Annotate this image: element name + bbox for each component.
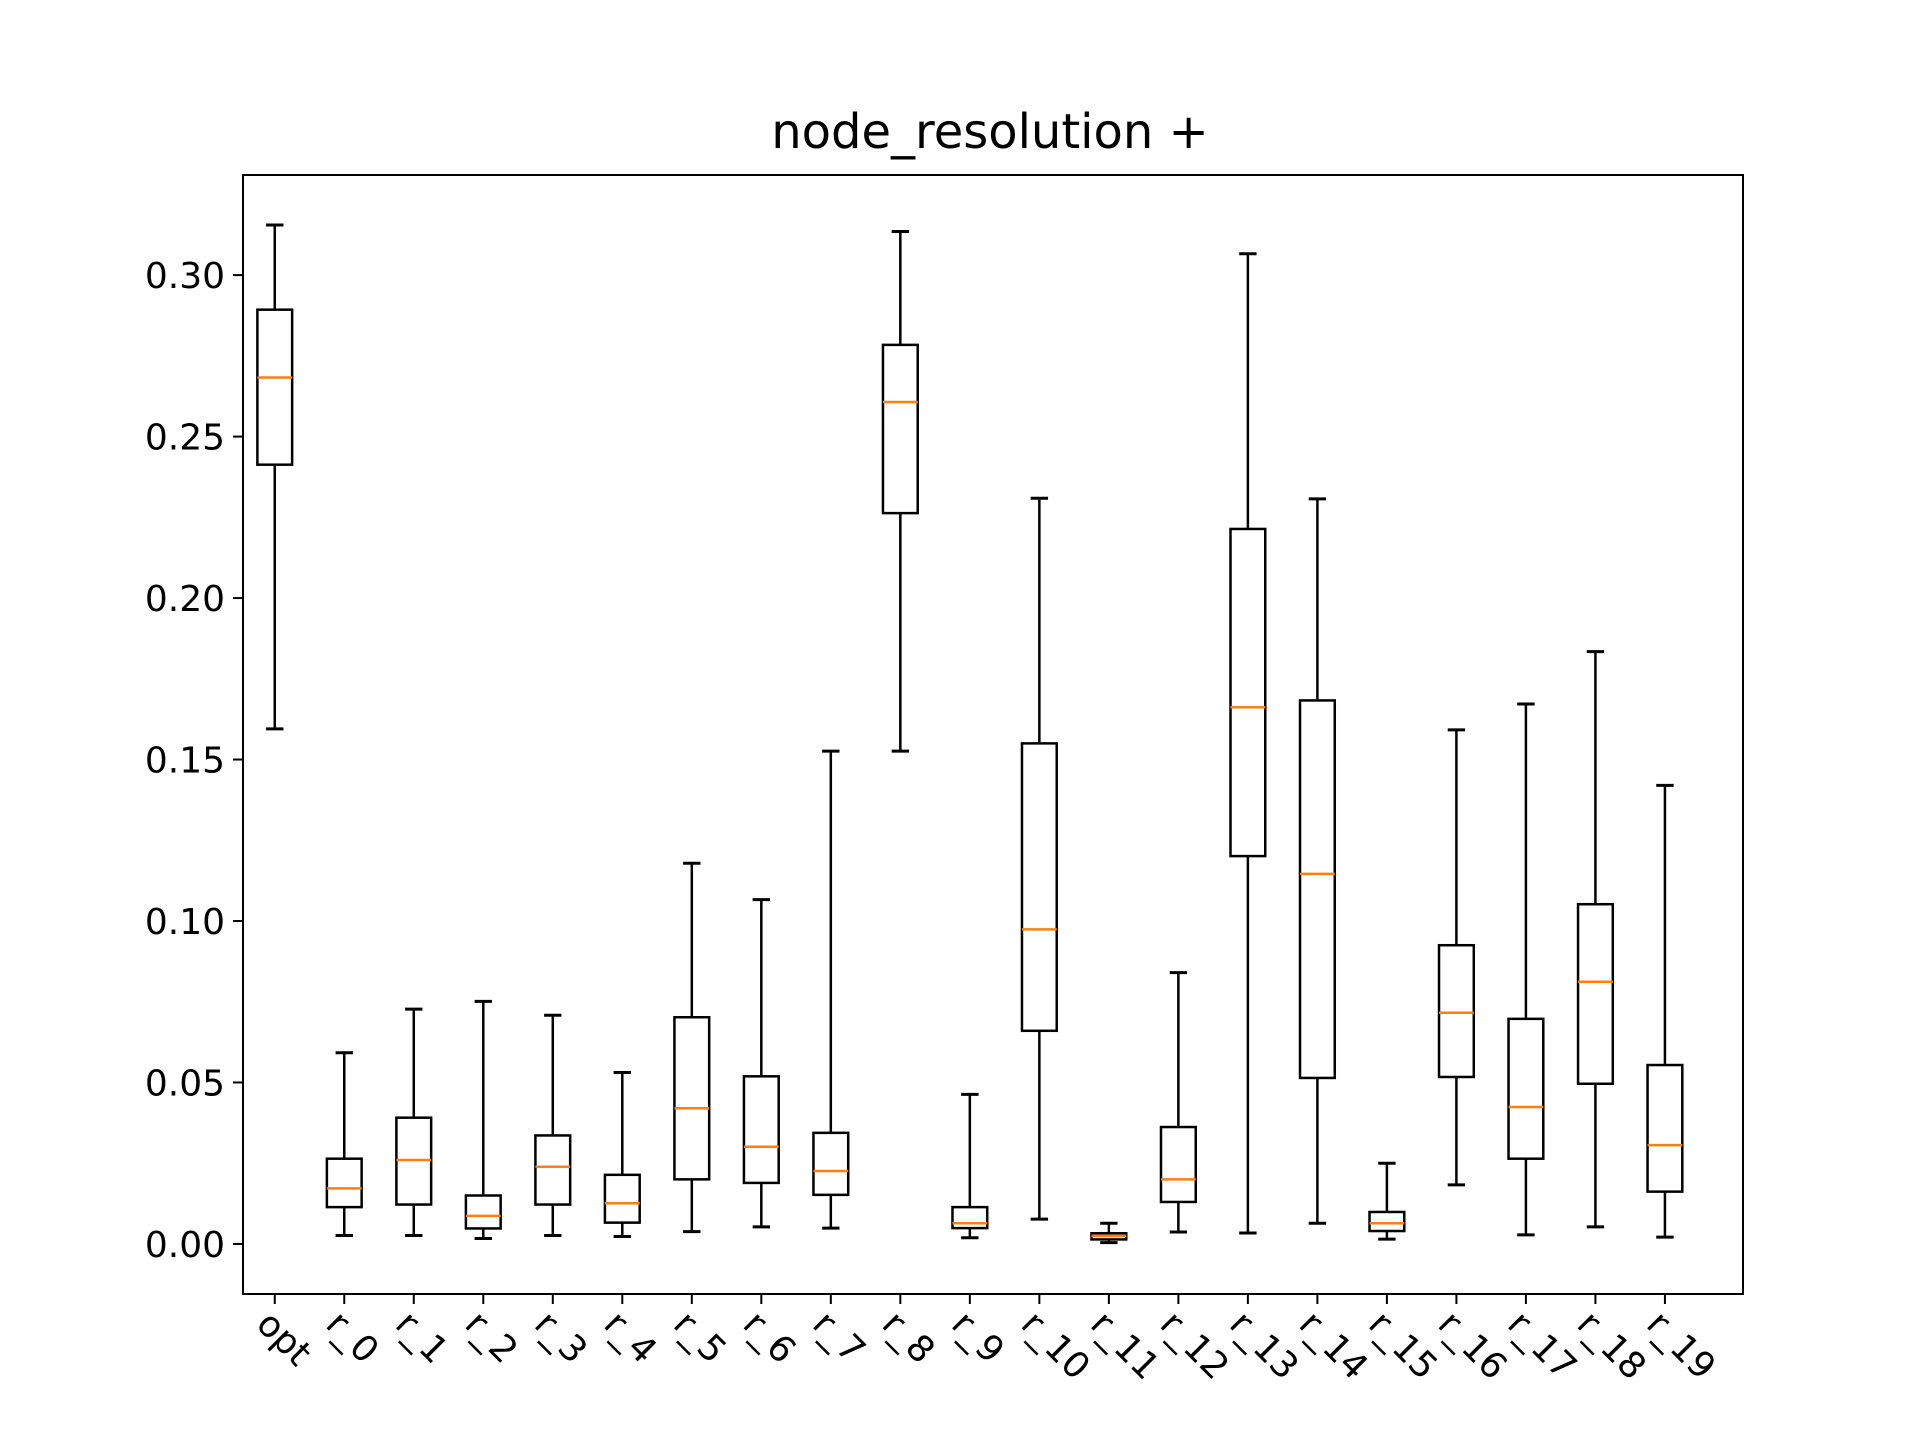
box-body <box>256 308 294 466</box>
x-tick-label: r_2 <box>457 1303 525 1371</box>
box-item <box>534 1013 572 1238</box>
box-item <box>1646 783 1684 1239</box>
x-tick-label: r_5 <box>665 1303 733 1371</box>
box-item <box>742 898 780 1229</box>
box-item <box>1576 650 1615 1229</box>
x-tick-label: r_15 <box>1361 1303 1446 1388</box>
box-item <box>464 999 502 1240</box>
box-item <box>1437 728 1476 1187</box>
box-body <box>673 1015 711 1181</box>
x-tick-label: r_10 <box>1013 1303 1098 1388</box>
x-tick-label: r_16 <box>1430 1303 1515 1388</box>
box-body <box>812 1131 850 1197</box>
box-item <box>951 1092 989 1240</box>
x-tick-label: r_3 <box>526 1303 594 1371</box>
box-item <box>673 861 711 1234</box>
box-body <box>534 1134 572 1206</box>
box-body <box>603 1173 641 1224</box>
box-body <box>742 1075 780 1185</box>
y-tick-label: 0.10 <box>145 902 225 943</box>
box-body <box>1507 1017 1545 1160</box>
box-item <box>1229 252 1267 1235</box>
box-body <box>1437 943 1476 1079</box>
box-body <box>1368 1210 1406 1233</box>
box-body <box>1576 902 1615 1086</box>
y-tick-label: 0.15 <box>145 741 225 782</box>
box-item <box>1507 702 1545 1237</box>
x-tick-label: r_14 <box>1291 1303 1376 1388</box>
y-tick-label: 0.05 <box>145 1063 225 1104</box>
box-body <box>881 343 919 515</box>
box-item <box>1090 1221 1128 1245</box>
box-item <box>1298 497 1337 1225</box>
y-tick-label: 0.00 <box>145 1225 225 1266</box>
y-tick-label: 0.25 <box>145 418 225 459</box>
x-tick-label: r_6 <box>735 1303 803 1371</box>
x-tick-label: r_13 <box>1222 1303 1307 1388</box>
x-tick-label: r_19 <box>1639 1303 1724 1388</box>
box-item <box>812 749 850 1230</box>
box-item <box>1159 971 1197 1234</box>
box-item <box>1368 1161 1406 1241</box>
y-tick-label: 0.30 <box>145 256 225 297</box>
box-body <box>951 1205 989 1230</box>
x-tick-label: r_1 <box>387 1303 455 1371</box>
x-tick-label: r_12 <box>1152 1303 1237 1388</box>
x-tick-label: r_18 <box>1569 1303 1654 1388</box>
y-axis: 0.00 0.05 0.10 0.15 0.20 0.25 0.30 <box>145 256 243 1266</box>
x-tick-label: r_9 <box>943 1303 1011 1371</box>
box-item <box>1020 496 1058 1221</box>
box-body <box>325 1157 363 1209</box>
x-tick-label: r_8 <box>874 1303 942 1371</box>
box-item <box>881 230 919 753</box>
box-item <box>603 1070 641 1239</box>
x-tick-label: r_17 <box>1500 1303 1585 1388</box>
plot-frame <box>242 174 1744 1295</box>
x-tick-label: r_4 <box>596 1303 664 1371</box>
y-tick-label: 0.20 <box>145 579 225 620</box>
box-series <box>256 223 1684 1245</box>
box-body <box>1159 1125 1197 1204</box>
x-tick-label: opt <box>248 1303 319 1374</box>
box-body <box>1020 742 1058 1033</box>
box-body <box>1298 699 1337 1080</box>
x-tick-label: r_11 <box>1082 1303 1167 1388</box>
box-body <box>464 1194 502 1230</box>
box-item <box>325 1051 363 1238</box>
x-tick-label: r_7 <box>804 1303 872 1371</box>
box-item <box>395 1007 433 1238</box>
box-body <box>1646 1063 1684 1193</box>
chart-title: node_resolution + <box>771 104 1209 160</box>
x-tick-label: r_0 <box>318 1303 386 1371</box>
box-item <box>256 223 294 731</box>
box-body <box>1229 527 1267 858</box>
